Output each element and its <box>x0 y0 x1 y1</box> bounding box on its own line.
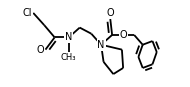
Text: N: N <box>97 40 105 50</box>
Text: O: O <box>119 30 127 40</box>
Text: N: N <box>65 32 72 42</box>
Text: O: O <box>37 45 44 55</box>
Text: CH₃: CH₃ <box>61 53 76 62</box>
Text: Cl: Cl <box>22 8 32 18</box>
Text: O: O <box>106 8 114 18</box>
